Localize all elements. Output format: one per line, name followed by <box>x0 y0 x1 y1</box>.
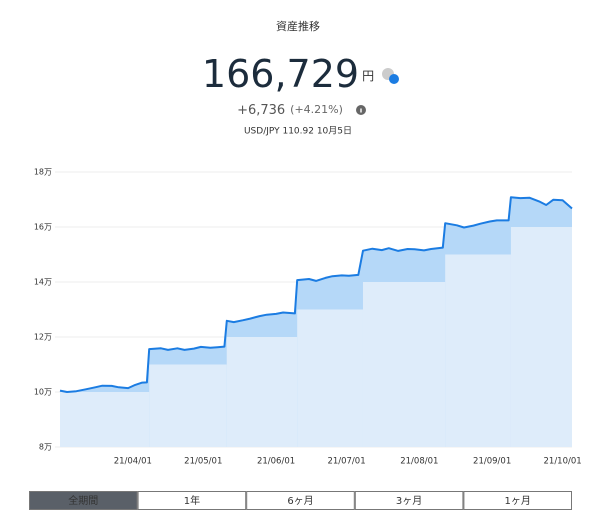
currency-icon <box>382 68 399 84</box>
x-tick-label: 21/09/01 <box>473 457 511 467</box>
tab-label[interactable]: 全期間 <box>68 494 98 507</box>
tab[interactable] <box>29 491 138 510</box>
invested-area <box>226 337 298 447</box>
y-tick-label: 10万 <box>34 388 52 397</box>
tab-label[interactable]: 1ヶ月 <box>505 495 531 507</box>
title: 資産推移 <box>276 19 320 33</box>
tab-label[interactable]: 6ヶ月 <box>287 495 313 507</box>
y-tick-label: 12万 <box>34 333 52 342</box>
x-tick-label: 21/06/01 <box>257 457 295 467</box>
total-value: 166,729 <box>202 52 359 96</box>
tab-label[interactable]: 1年 <box>184 494 200 507</box>
x-tick-label: 21/07/01 <box>327 457 365 467</box>
change-pct: (+4.21%) <box>290 103 343 116</box>
invested-area <box>510 227 572 447</box>
unit: 円 <box>362 69 374 83</box>
total: 166,729 円 <box>202 52 374 96</box>
invested-area <box>445 254 511 447</box>
invested-area <box>60 392 150 447</box>
tabs: 全期間 1年 6ヶ月 3ヶ月 1ヶ月 <box>29 491 572 510</box>
invested-area <box>362 282 446 447</box>
change: +6,736 (+4.21%) <box>237 103 343 118</box>
invested-area <box>149 364 227 447</box>
info-icon[interactable] <box>356 105 366 115</box>
x-tick-label: 21/10/01 <box>544 457 582 467</box>
tab[interactable] <box>246 491 355 510</box>
x-tick-label: 21/08/01 <box>400 457 438 467</box>
y-tick-label: 14万 <box>34 278 52 287</box>
tab[interactable] <box>354 491 464 510</box>
value-line <box>59 196 573 393</box>
tab[interactable] <box>463 491 572 510</box>
y-tick-label: 18万 <box>34 168 52 177</box>
x-tick-label: 21/04/01 <box>114 457 152 467</box>
fx-rate: USD/JPY 110.92 10月5日 <box>244 126 352 137</box>
invested-area <box>297 309 363 447</box>
y-tick-label: 8万 <box>39 443 52 452</box>
tab-label[interactable]: 3ヶ月 <box>396 495 422 507</box>
x-tick-label: 21/05/01 <box>184 457 222 467</box>
change-value: +6,736 <box>237 103 285 118</box>
tab[interactable] <box>137 491 247 510</box>
y-tick-label: 16万 <box>34 223 52 232</box>
